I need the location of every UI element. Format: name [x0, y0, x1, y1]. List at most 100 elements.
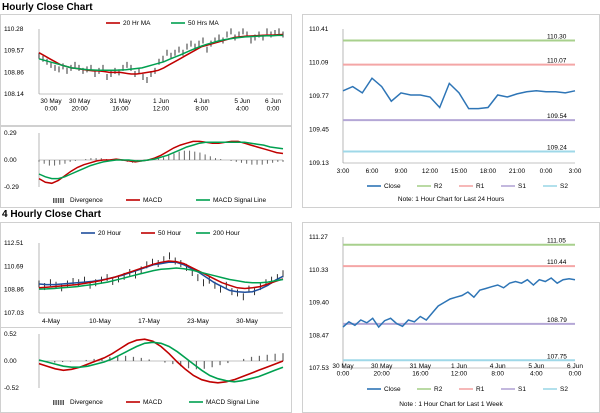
- x-tick-label: 30 May 20:00: [371, 363, 393, 378]
- x-tick-label: 1 Jun 12:00: [153, 98, 170, 113]
- series-line-20-hour: [38, 261, 284, 294]
- y-tick-label: 110.41: [309, 26, 329, 33]
- x-tick-label: 6:00: [366, 168, 379, 175]
- four-hourly-macd-chart-svg: 0.52 0.00 -0.52 Divergence MACD MACD Signal L…: [4, 331, 284, 406]
- hourly-macd-chart: 0.29 0.00 -0.29 Divergence MACD MACD Signal L…: [0, 126, 292, 208]
- x-tick-label: 4 Jun 8:00: [490, 363, 506, 378]
- series-line-close: [342, 77, 576, 110]
- y-tick-label: 112.51: [4, 240, 24, 247]
- x-tick-label: 6 Jun 0:00: [567, 363, 583, 378]
- x-tick-label: 3:00: [569, 168, 582, 175]
- y-tick-label: 109.45: [309, 127, 329, 134]
- y-tick-label: 109.57: [4, 48, 24, 55]
- legend-swatch-0-1: [55, 198, 57, 203]
- x-tick-label: 15:00: [451, 168, 468, 175]
- hourly-close-24h-chart: 110.41 110.09 109.77 109.45 109.13 110.30 110.…: [302, 14, 600, 208]
- y-tick-label: 0.00: [4, 358, 17, 365]
- y-tick-label: 0.00: [4, 157, 17, 164]
- y-tick-label: 111.27: [309, 234, 328, 241]
- legend-label-2: R1: [476, 183, 485, 190]
- y-tick-label: 109.40: [309, 300, 329, 307]
- y-tick-label: 107.03: [4, 310, 24, 317]
- legend-label-0: Close: [384, 386, 401, 393]
- level-label-r1: 110.07: [547, 58, 567, 65]
- legend-label-2: R1: [476, 386, 485, 393]
- legend-label-3: S1: [518, 183, 526, 190]
- legend-swatch-0-1: [55, 400, 57, 405]
- x-tick-label: 4-May: [42, 318, 61, 325]
- four-hourly-close-1w-chart: 111.27 110.33 109.40 108.47 107.53 111.05 110.…: [302, 222, 600, 413]
- legend-label-0: 20 Hr MA: [123, 20, 151, 27]
- x-tick-label: 3:00: [337, 168, 350, 175]
- x-tick-label: 10-May: [89, 318, 111, 325]
- legend-label-1: MACD: [143, 197, 162, 204]
- x-tick-label: 4 Jun 8:00: [194, 98, 210, 113]
- x-tick-label: 12:00: [422, 168, 439, 175]
- four-hourly-price-chart: 112.51 110.69 108.86 107.03 4-May 10-May 17-Ma…: [0, 222, 292, 328]
- legend-label-4: S2: [560, 386, 568, 393]
- level-label-r2: 111.05: [547, 238, 566, 245]
- x-tick-label: 30-May: [236, 318, 258, 325]
- y-tick-label: 107.53: [309, 365, 329, 372]
- legend-label-1: R2: [434, 386, 443, 393]
- four-hourly-macd-chart: 0.52 0.00 -0.52 Divergence MACD MACD Signal L…: [0, 327, 292, 413]
- y-tick-label: 109.13: [309, 160, 329, 167]
- level-label-s1: 109.54: [547, 113, 567, 120]
- x-tick-label: 1 Jun 12:00: [451, 363, 468, 378]
- hourly-price-chart: 110.28 109.57 108.86 108.14 30 May 0:00 30 May…: [0, 14, 292, 126]
- legend-label-4: S2: [560, 183, 568, 190]
- four-hourly-section-title: 4 Hourly Close Chart: [2, 209, 101, 220]
- x-tick-label: 5 Jun 4:00: [234, 98, 250, 113]
- legend-swatch-0-0: [53, 198, 55, 203]
- four-hourly-right-note: Note : 1 Hour Chart for Last 1 Week: [399, 401, 503, 408]
- level-label-r2: 110.30: [547, 34, 567, 41]
- series-line-200-hour: [38, 267, 284, 290]
- x-tick-label: 0:00: [540, 168, 553, 175]
- x-tick-label: 9:00: [395, 168, 408, 175]
- series-line-close: [342, 277, 576, 329]
- y-tick-label: 109.77: [309, 93, 329, 100]
- legend-label-1: 50 Hrs MA: [188, 20, 219, 27]
- x-tick-label: 21:00: [509, 168, 526, 175]
- legend-label-2: MACD Signal Line: [206, 399, 259, 406]
- y-tick-label: 108.47: [309, 332, 329, 339]
- legend-label-0: 20 Hour: [98, 230, 122, 237]
- hourly-close-24h-chart-svg: 110.41 110.09 109.77 109.45 109.13 110.30 110.…: [309, 26, 582, 190]
- x-tick-label: 23-May: [187, 318, 209, 325]
- y-tick-label: 110.09: [309, 60, 329, 67]
- level-label-s1: 108.79: [547, 317, 567, 324]
- legend-label-0: Close: [384, 183, 401, 190]
- y-tick-label: -0.52: [4, 385, 19, 392]
- legend-label-0: Divergence: [70, 197, 103, 204]
- legend-swatch-0-0: [53, 400, 55, 405]
- y-tick-label: -0.29: [4, 184, 19, 191]
- y-tick-label: 110.33: [309, 267, 329, 274]
- y-tick-label: 108.86: [4, 287, 24, 294]
- legend-swatch-0-3: [60, 400, 62, 405]
- series-line-50-hrs-ma: [38, 34, 283, 72]
- y-tick-label: 108.14: [4, 91, 24, 98]
- hourly-macd-chart-svg: 0.29 0.00 -0.29 Divergence MACD MACD Signal L…: [4, 130, 284, 204]
- y-tick-label: 110.28: [4, 26, 24, 33]
- x-tick-label: 30 May 0:00: [332, 363, 354, 378]
- x-tick-label: 18:00: [480, 168, 497, 175]
- y-tick-label: 0.52: [4, 331, 17, 338]
- legend-label-1: 50 Hour: [158, 230, 182, 237]
- legend-label-3: S1: [518, 386, 526, 393]
- series-line-macd-signal-line: [38, 141, 284, 180]
- x-tick-label: 31 May 16:00: [110, 98, 132, 113]
- x-tick-label: 17-May: [138, 318, 160, 325]
- y-tick-label: 0.29: [4, 130, 17, 137]
- legend-swatch-0-2: [57, 198, 60, 203]
- x-tick-label: 31 May 16:00: [410, 363, 432, 378]
- legend-label-2: MACD Signal Line: [213, 197, 266, 204]
- x-tick-label: 30 May 20:00: [69, 98, 91, 113]
- four-hourly-close-1w-chart-svg: 111.27 110.33 109.40 108.47 107.53 111.05 110.…: [309, 234, 583, 393]
- hourly-price-chart-svg: 110.28 109.57 108.86 108.14 30 May 0:00 30 May…: [4, 20, 284, 113]
- y-tick-label: 110.69: [4, 263, 24, 270]
- legend-swatch-0-2: [57, 400, 60, 405]
- level-label-s2: 109.24: [547, 144, 567, 151]
- legend-swatch-0-4: [62, 400, 64, 405]
- x-tick-label: 6 Jun 0:00: [265, 98, 281, 113]
- level-label-r1: 110.44: [547, 259, 567, 266]
